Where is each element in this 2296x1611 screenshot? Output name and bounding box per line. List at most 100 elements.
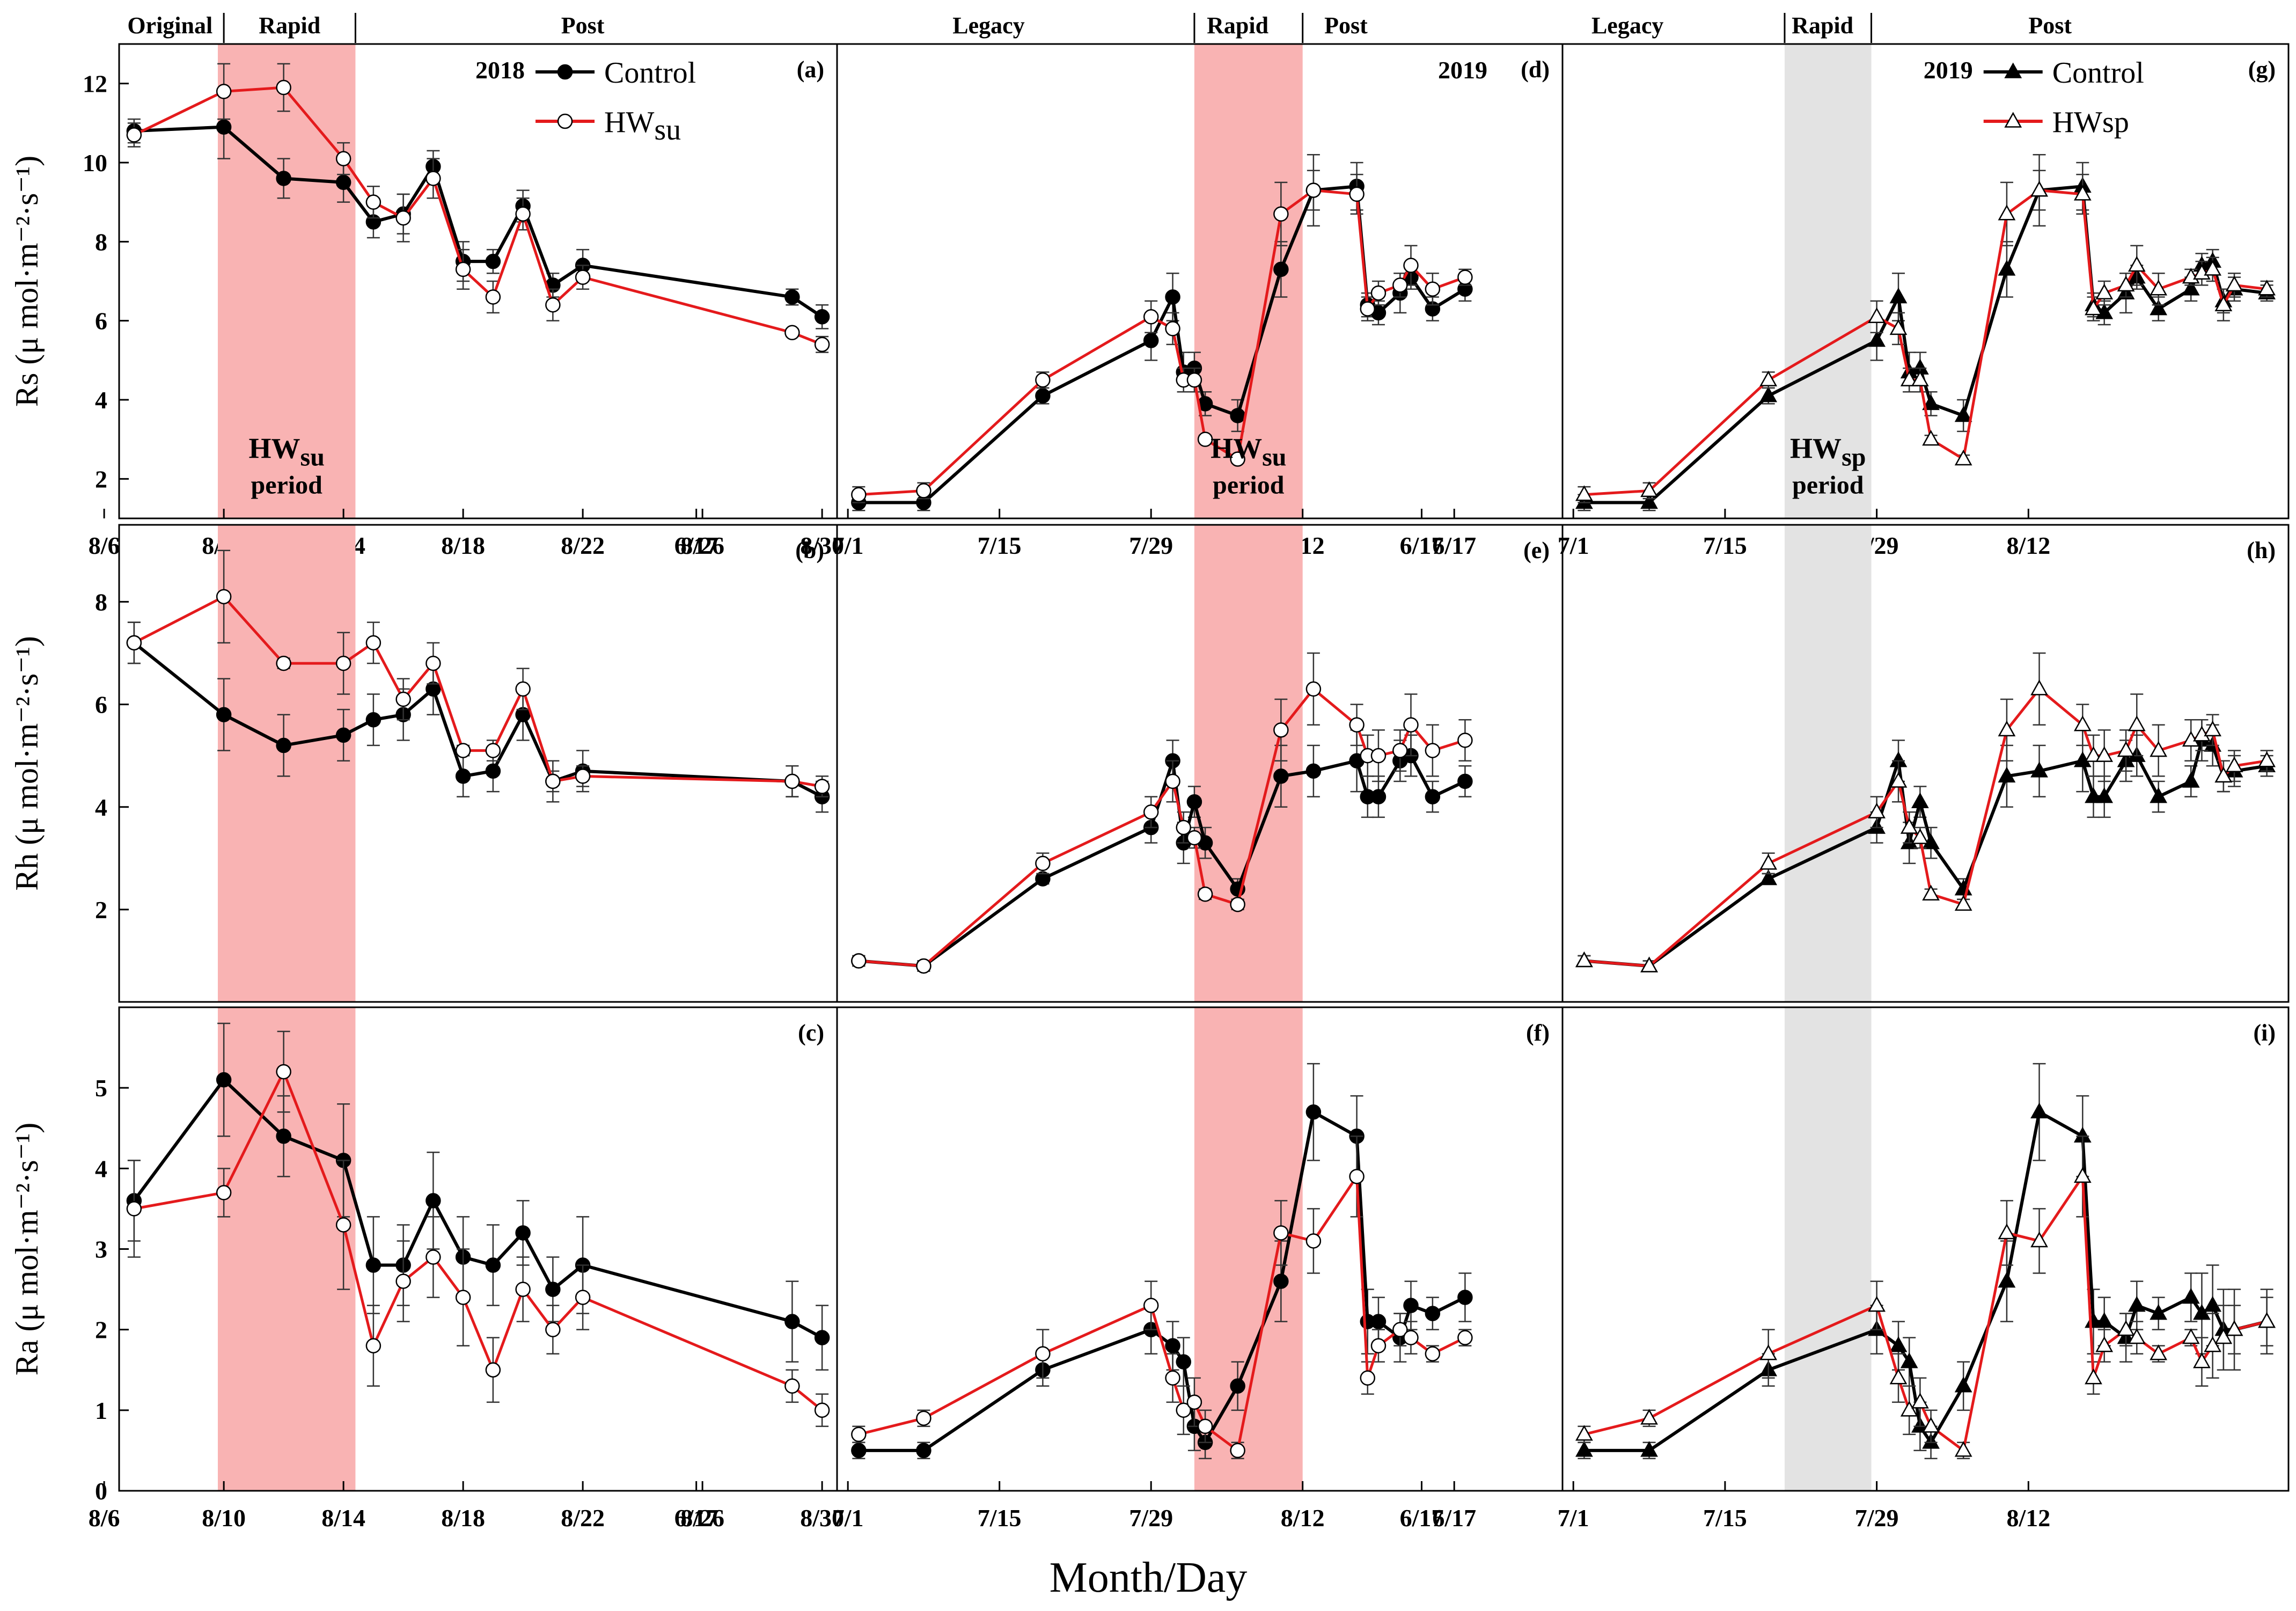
data-point-hwsu [1273,722,1289,738]
y-tick-label: 3 [95,1236,107,1263]
data-point-hwsu [1403,717,1419,733]
data-point-hwsu [335,1217,351,1233]
data-point-hwsp [1954,1441,1972,1457]
data-point-control [276,1129,291,1144]
data-point-hwsp [1900,1401,1918,1417]
legend-text-main: HWsp [2052,106,2129,139]
data-point-hwsp [1998,1223,2016,1240]
y-axis-title: Rh (μ mol·m⁻²·s⁻¹) [9,636,45,891]
data-point-hwsu [1305,1233,1322,1249]
legend-text-main: Control [604,56,696,90]
data-point-hwsu [1035,855,1051,872]
series-line-control [1584,1109,2268,1452]
data-point-hwsu [1165,321,1180,336]
data-point-hwsp [1911,1393,1929,1409]
data-point-hwsu [1165,773,1180,789]
y-tick-label: 2 [95,465,107,493]
series-group-h [1575,652,2276,972]
data-point-hwsp [1575,485,1593,501]
data-point-hwsu [1305,182,1322,198]
data-point-hwsp [2085,299,2102,316]
data-point-control [2095,787,2114,803]
data-point-hwsu [216,589,232,605]
y-tick-label: 1 [95,1397,107,1424]
data-point-control [2030,761,2048,778]
y-tick-label: 0 [95,1477,107,1505]
panel-label: (e) [1523,537,1550,563]
data-point-hwsu [916,1410,931,1426]
data-point-hwsp [2073,1167,2092,1183]
data-point-hwsu [1403,258,1419,273]
data-point-hwsu [814,1402,830,1418]
data-point-control [1900,1352,1918,1368]
x-tick-label: 8/30 [800,1504,844,1532]
data-point-hwsu [1035,1346,1051,1361]
panel-frame [1561,43,2290,519]
data-point-control [784,289,800,305]
data-point-control [485,253,501,269]
data-point-hwsu [515,206,531,222]
data-point-hwsu [851,953,867,969]
data-point-hwsp [2258,1312,2276,1328]
data-point-hwsu [335,655,351,671]
data-point-control [1305,763,1322,779]
data-point-hwsu [1143,309,1159,325]
data-point-hwsu [126,1201,142,1217]
legend-text-main: Control [2052,56,2144,90]
data-point-control [485,1257,501,1273]
heatwave-label: HWsu [249,433,325,472]
x-tick-label: 8/18 [441,532,485,559]
data-point-hwsp [2095,746,2114,762]
data-point-hwsu [1392,277,1408,293]
series-group-b [126,550,830,813]
data-point-control [545,1282,561,1297]
data-point-hwsp [2214,1328,2233,1344]
series-group-g [1575,154,2276,511]
data-point-control [814,309,830,325]
data-point-control [1165,289,1180,305]
data-point-control [1143,333,1159,348]
data-point-hwsp [1759,1344,1778,1360]
data-point-control [814,1330,830,1345]
panel-label: (h) [2247,537,2276,563]
series-line-control [859,753,1466,968]
data-point-control [2150,1304,2168,1320]
panel-f: 6/17 7/1 7/15 7/29 8/12 6/17 (f) [674,1006,1564,1532]
data-point-control [216,119,232,135]
data-point-hwsp [1900,370,1918,386]
heatwave-shade-a [217,44,356,518]
data-point-hwsu [216,1185,232,1200]
data-point-control [1954,406,1972,422]
data-point-hwsu [276,655,291,671]
data-point-control [1186,794,1202,810]
y-tick-label: 10 [83,149,107,177]
data-point-hwsp [1998,720,2016,737]
legend-marker [2004,112,2022,128]
data-point-hwsp [1911,370,1929,386]
panel-d: 6/177/17/157/298/126/17LegacyRapidPost(d… [674,12,1564,559]
data-point-hwsp [2150,280,2168,296]
data-point-control [1575,1441,1593,1457]
data-point-hwsp [2150,1344,2168,1360]
data-point-control [1425,1306,1441,1321]
data-point-hwsu [1305,681,1322,697]
data-point-hwsp [2193,1352,2211,1368]
x-tick-label: 7/15 [1703,532,1747,559]
data-point-hwsp [2225,756,2243,773]
y-tick-label: 8 [95,588,107,616]
x-tick-label: 8/6 [89,532,120,559]
data-point-control [1759,386,1778,402]
series-group-c [126,1022,830,1427]
data-point-hwsu [485,1362,501,1378]
x-tick-label: 7/29 [1129,532,1173,559]
data-point-hwsu [1035,372,1051,388]
y-tick-label: 4 [95,1155,107,1182]
series-line-hwsp [1583,1172,2268,1453]
heatwave-shade-h [1784,525,1872,1002]
data-point-control [1640,1441,1658,1457]
data-point-hwsp [1922,430,1940,446]
data-point-control [2182,1288,2200,1304]
data-point-hwsu [1197,431,1213,447]
data-point-hwsu [395,210,411,226]
